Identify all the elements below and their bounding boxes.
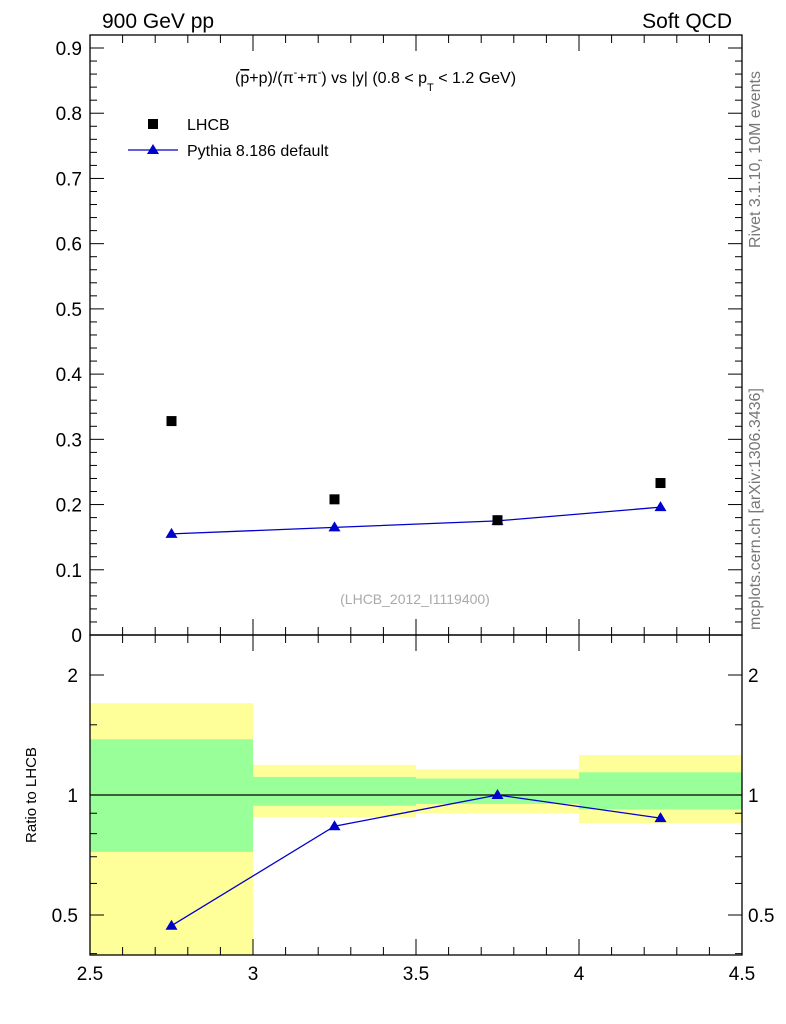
main-axis-ticks bbox=[89, 35, 743, 636]
x-tick-label: 2.5 bbox=[77, 964, 103, 985]
x-tick-label: 4 bbox=[574, 964, 585, 985]
ratio-y-tick-label-right: 0.5 bbox=[748, 906, 774, 927]
mc-point bbox=[328, 521, 341, 532]
main-y-tick-label: 0.5 bbox=[56, 300, 82, 321]
chart-title: (p+p)/(π-+π-) vs |y| (0.8 < pT < 1.2 GeV… bbox=[235, 67, 516, 94]
data-point bbox=[166, 416, 177, 427]
rivet-label: Rivet 3.1.10, 10M events bbox=[747, 71, 764, 248]
main-y-tick-label: 0.6 bbox=[56, 235, 82, 256]
ratio-y-tick-label-left: 1 bbox=[67, 786, 78, 807]
x-tick-label: 3 bbox=[248, 964, 259, 985]
ratio-y-tick-label-right: 1 bbox=[748, 786, 759, 807]
ratio-mc-point bbox=[491, 789, 504, 799]
legend-mc-label: Pythia 8.186 default bbox=[187, 143, 329, 160]
legend-mc-marker bbox=[147, 144, 159, 154]
header-left: 900 GeV pp bbox=[102, 10, 214, 33]
ratio-inner-band bbox=[579, 772, 742, 810]
main-y-tick-label: 0.7 bbox=[56, 169, 82, 190]
legend-data-label: LHCB bbox=[187, 117, 230, 134]
ratio-mc-line bbox=[171, 794, 661, 927]
analysis-watermark: (LHCB_2012_I1119400) bbox=[340, 591, 490, 607]
ratio-y-tick-label-left: 2 bbox=[67, 666, 78, 687]
ratio-plot-marks bbox=[165, 789, 667, 930]
x-tick-labels: 2.5 3 3.5 4 4.5 bbox=[77, 964, 755, 985]
x-tick-label: 4.5 bbox=[729, 964, 755, 985]
mc-point bbox=[165, 527, 178, 538]
ratio-y-tick-label-left: 0.5 bbox=[52, 906, 78, 927]
mcplots-label: mcplots.cern.ch [arXiv:1306.3436] bbox=[747, 388, 764, 630]
main-plot-marks bbox=[165, 416, 667, 538]
ratio-mc-point bbox=[654, 812, 667, 823]
ratio-mc-point bbox=[328, 820, 341, 831]
data-point bbox=[329, 494, 340, 505]
ratio-uncertainty-bands bbox=[90, 703, 742, 955]
main-y-tick-label: 0.1 bbox=[56, 561, 82, 582]
ratio-mc-point bbox=[165, 919, 178, 930]
main-panel: 0 0.1 0.2 0.3 0.4 0.5 0.6 0.7 0.8 0.9 (p+p)/(π-+π… bbox=[56, 34, 743, 647]
header-right: Soft QCD bbox=[642, 10, 732, 33]
ratio-inner-band bbox=[253, 776, 416, 806]
mc-line bbox=[171, 506, 661, 535]
ratio-axis-ticks bbox=[89, 635, 743, 955]
main-y-tick-label: 0.2 bbox=[56, 496, 82, 517]
main-y-tick-label: 0.3 bbox=[56, 430, 82, 451]
legend-data-marker bbox=[148, 119, 158, 129]
data-point bbox=[655, 478, 666, 489]
main-y-tick-label: 0.8 bbox=[56, 104, 82, 125]
ratio-y-tick-labels: 0.5 0.5 1 1 2 2 bbox=[52, 666, 775, 927]
x-tick-label: 3.5 bbox=[403, 964, 429, 985]
ratio-panel: 0.5 0.5 1 1 2 2 2.5 3 3.5 4 4.5 Ratio to LHCB bbox=[23, 634, 775, 985]
main-y-tick-label: 0.4 bbox=[56, 365, 83, 386]
legend: LHCB Pythia 8.186 default bbox=[128, 117, 329, 160]
mc-point bbox=[654, 501, 667, 512]
main-y-tick-labels: 0 0.1 0.2 0.3 0.4 0.5 0.6 0.7 0.8 0.9 bbox=[56, 39, 83, 647]
ratio-y-axis-label: Ratio to LHCB bbox=[23, 747, 40, 843]
data-point bbox=[492, 515, 503, 526]
ratio-y-tick-label-right: 2 bbox=[748, 666, 759, 687]
main-y-tick-label: 0.9 bbox=[56, 39, 82, 60]
main-y-tick-label: 0 bbox=[71, 626, 82, 647]
